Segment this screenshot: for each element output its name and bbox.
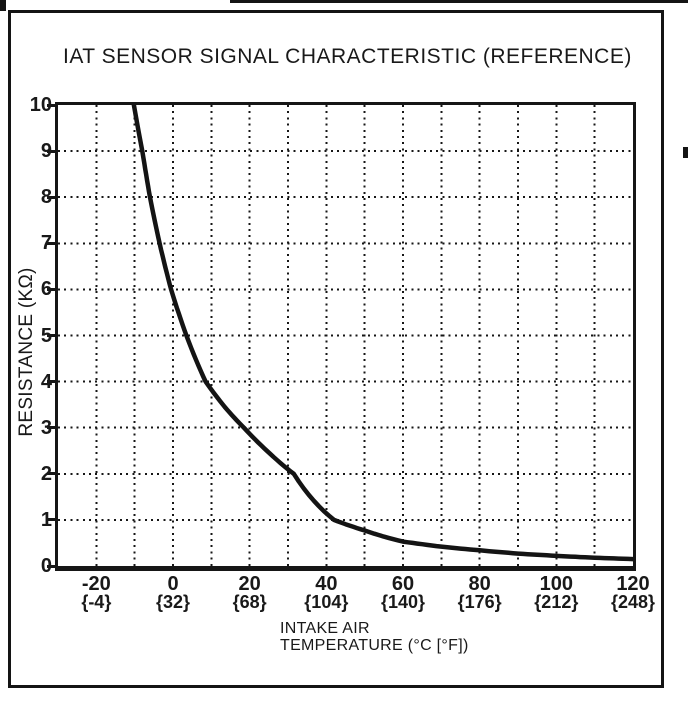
resistance-curve-plot (58, 105, 633, 566)
y-tick-label-8: 8 (40, 186, 52, 209)
scan-artifact-top-streak (230, 0, 688, 3)
scan-artifact-corner (0, 0, 6, 11)
y-tick-label-3: 3 (40, 416, 52, 439)
scan-artifact-right-edge (683, 147, 688, 158)
x-tick-fahrenheit-40: {104} (304, 592, 349, 612)
x-axis-title: INTAKE AIR TEMPERATURE (°C [°F]) (280, 620, 469, 654)
x-tick-fahrenheit-20: {68} (232, 592, 267, 612)
x-tick-celsius-120: 120 (616, 573, 650, 595)
chart-title: IAT SENSOR SIGNAL CHARACTERISTIC (REFERE… (63, 45, 632, 68)
y-tickmark-9 (47, 149, 55, 153)
y-tickmark-2 (47, 472, 55, 476)
x-tick-celsius-100: 100 (539, 573, 574, 595)
x-tick-celsius-20: 20 (238, 573, 261, 595)
y-tick-label-6: 6 (40, 278, 52, 301)
y-tick-label-9: 9 (40, 140, 52, 163)
y-tick-label-4: 4 (40, 370, 52, 393)
y-tick-label-2: 2 (40, 462, 52, 485)
y-tickmark-7 (47, 241, 55, 245)
x-axis-title-line2: TEMPERATURE (°C [°F]) (280, 637, 469, 654)
y-tick-label-0: 0 (40, 555, 52, 577)
x-tick-fahrenheit-100: {212} (534, 592, 579, 612)
x-axis-title-line1: INTAKE AIR (280, 620, 370, 637)
iat-resistance-curve (131, 105, 633, 562)
page-border (8, 10, 664, 688)
x-tick-celsius--20: -20 (81, 573, 111, 595)
x-tick-fahrenheit-80: {176} (457, 592, 502, 612)
y-tickmark-1 (47, 518, 55, 522)
y-tickmark-8 (47, 195, 55, 199)
x-tick-fahrenheit-120: {248} (610, 592, 656, 612)
y-tickmark-4 (47, 380, 55, 384)
x-tick-celsius-40: 40 (315, 573, 338, 595)
y-tick-label-7: 7 (40, 232, 52, 255)
x-tick-celsius-80: 80 (468, 573, 491, 595)
x-tick-fahrenheit--20: {-4} (81, 592, 112, 612)
x-tick-fahrenheit-0: {32} (155, 592, 191, 612)
x-tick-fahrenheit-60: {140} (380, 592, 426, 612)
y-tick-label-1: 1 (40, 508, 52, 531)
plot-area (55, 102, 636, 571)
x-tick-celsius-0: 0 (167, 573, 179, 595)
y-tickmark-10 (47, 103, 55, 107)
y-tickmark-5 (47, 334, 55, 337)
y-tick-label-10: 10 (29, 94, 52, 116)
y-tickmark-6 (47, 287, 55, 291)
y-tickmark-0 (47, 564, 55, 568)
y-tickmark-3 (47, 426, 55, 430)
x-tick-celsius-60: 60 (391, 573, 415, 595)
y-tick-label-5: 5 (40, 324, 52, 347)
